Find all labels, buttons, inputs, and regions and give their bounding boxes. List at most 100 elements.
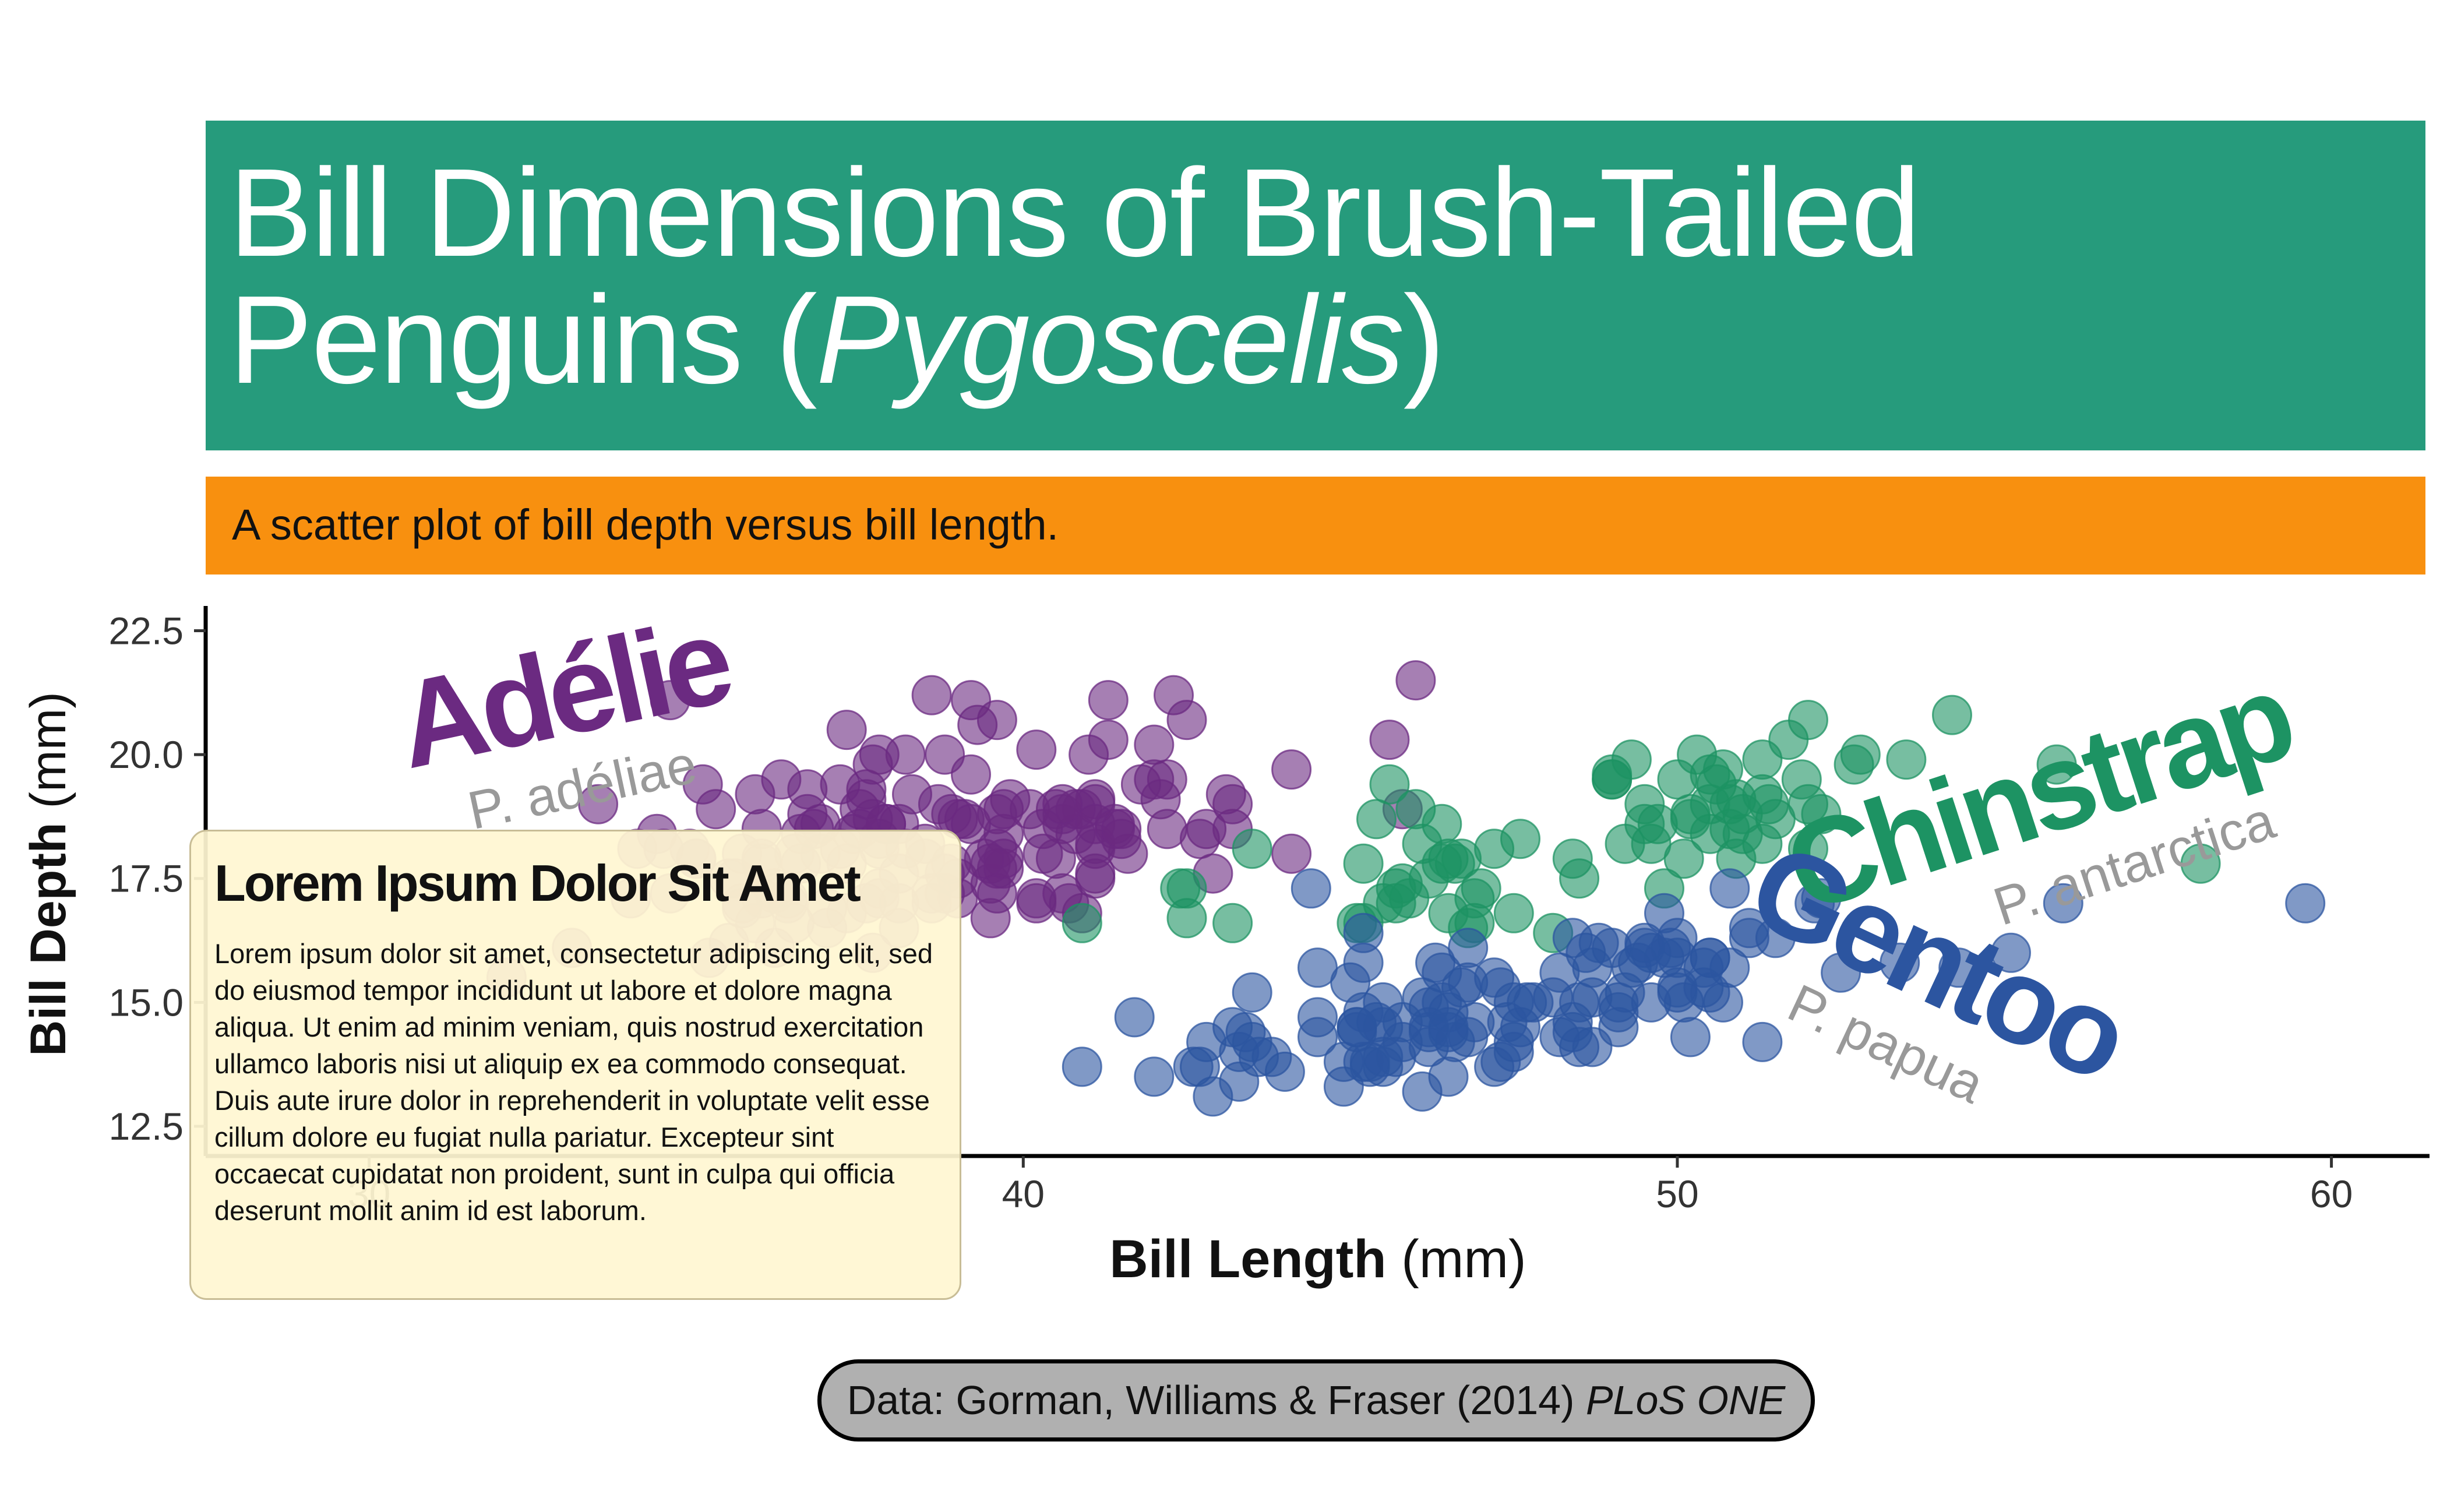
x-tick-label: 50 [1656,1172,1698,1215]
data-point-adelie [578,784,619,824]
data-point-adelie [1042,784,1083,824]
data-point-chinstrap [1788,700,1828,741]
y-tick-label: 20.0 [109,733,184,776]
data-point-chinstrap [1801,794,1842,834]
data-point-gentoo [1323,1041,1364,1082]
data-point-gentoo [1683,947,1724,988]
chart-title-line1: Bill Dimensions of Brush-Tailed [229,142,1920,283]
data-point-gentoo [1297,947,1338,988]
data-point-chinstrap [1369,764,1410,805]
data-point-chinstrap [1356,799,1397,840]
data-point-chinstrap [1690,784,1730,824]
data-point-chinstrap [1062,903,1102,943]
data-point-adelie [1205,774,1246,815]
data-point-gentoo [1991,932,2031,973]
data-point-adelie [1369,720,1410,760]
data-point-gentoo [1408,1027,1449,1067]
y-tick-label: 17.5 [109,857,184,900]
data-point-gentoo [2043,883,2083,924]
data-point-gentoo [2285,883,2326,924]
data-point-chinstrap [1932,695,1972,735]
data-point-chinstrap [1624,803,1665,844]
data-point-gentoo [1474,1046,1515,1087]
data-point-chinstrap [1166,868,1207,909]
data-point-gentoo [1297,997,1338,1038]
data-point-gentoo [1179,1046,1220,1087]
data-point-adelie [761,759,802,800]
data-point-gentoo [1291,868,1331,909]
x-tick-label: 60 [2310,1172,2353,1215]
info-box: Lorem Ipsum Dolor Sit Amet Lorem ipsum d… [189,830,961,1300]
y-axis-title-bold: Bill Depth [20,823,76,1056]
y-ticks: 12.5 15.0 17.5 20.0 22.5 [109,609,206,1148]
data-point-gentoo [1448,1017,1489,1058]
data-point-gentoo [1578,922,1619,963]
data-point-gentoo [1755,918,1796,958]
data-point-adelie [1395,660,1436,701]
x-axis-title-bold: Bill Length [1109,1229,1386,1289]
data-point-chinstrap [1722,813,1763,854]
data-source-caption: Data: Gorman, Williams & Fraser (2014) P… [817,1359,1815,1441]
data-point-adelie [925,734,965,775]
data-point-adelie [951,803,991,844]
data-point-gentoo [1134,1056,1175,1097]
info-box-title: Lorem Ipsum Dolor Sit Amet [214,854,861,912]
data-point-gentoo [1880,942,1920,983]
data-point-chinstrap [1781,759,1822,800]
series-gentoo [1062,868,2326,1117]
x-axis-title: Bill Length (mm) [1109,1229,1526,1289]
data-point-adelie [1271,749,1312,790]
data-point-gentoo [1533,977,1574,1018]
data-point-adelie [1179,819,1220,859]
data-point-chinstrap [1454,878,1495,919]
data-point-adelie [911,675,952,716]
data-point-gentoo [1343,912,1384,953]
data-point-chinstrap [1474,829,1515,869]
data-point-adelie [964,838,1004,879]
data-point-adelie [1088,680,1129,721]
data-point-gentoo [1062,1046,1102,1087]
data-point-adelie [1147,759,1187,800]
data-point-adelie [1154,675,1194,716]
data-point-gentoo [1709,868,1750,909]
data-point-gentoo [1219,1031,1260,1072]
chart-title-line2-prefix: Penguins ( [229,269,817,410]
data-point-adelie [1134,724,1175,765]
data-point-gentoo [1474,957,1515,998]
data-point-gentoo [1343,992,1384,1032]
data-point-adelie [976,700,1017,741]
data-point-gentoo [1232,972,1272,1013]
data-point-chinstrap [2180,843,2221,884]
caption-text: Data: Gorman, Williams & Fraser (2014) [847,1377,1586,1423]
data-point-chinstrap [1493,893,1534,933]
chart-title-line2: Penguins (Pygoscelis) [229,277,1445,402]
data-point-chinstrap [1886,739,1927,780]
data-point-gentoo [1651,928,1691,968]
data-point-adelie [1069,734,1109,775]
data-point-adelie [1101,809,1142,850]
data-point-adelie [1016,729,1057,770]
y-axis-title-unit: (mm) [20,692,76,809]
title-band: Bill Dimensions of Brush-Tailed Penguins… [206,121,2425,450]
chart-title-line2-suffix: ) [1403,269,1445,410]
y-tick-label: 15.0 [109,981,184,1024]
data-point-chinstrap [1422,803,1462,844]
y-tick-label: 12.5 [109,1105,184,1148]
chart-subtitle: A scatter plot of bill depth versus bill… [232,501,1059,549]
x-axis-title-space [1387,1229,1402,1289]
info-box-body: Lorem ipsum dolor sit amet, consectetur … [214,938,933,1226]
data-point-adelie [820,764,861,805]
data-point-gentoo [1114,997,1155,1038]
caption-journal: PLoS ONE [1585,1377,1786,1423]
data-point-chinstrap [2036,744,2077,785]
data-point-gentoo [1448,928,1489,968]
y-tick-label: 22.5 [109,609,184,653]
data-point-gentoo [1742,1021,1783,1062]
data-point-chinstrap [1212,903,1253,943]
data-point-adelie [650,680,690,721]
data-point-gentoo [1938,947,1979,988]
data-point-adelie [826,710,867,750]
data-point-chinstrap [1592,759,1632,800]
data-point-gentoo [1422,982,1462,1023]
chart-title-genus: Pygoscelis [816,269,1405,410]
